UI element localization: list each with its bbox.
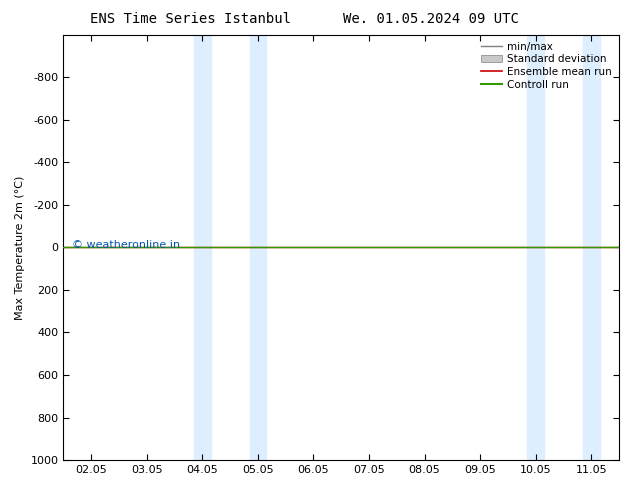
Bar: [527, 35, 544, 460]
Bar: [583, 35, 600, 460]
Y-axis label: Max Temperature 2m (°C): Max Temperature 2m (°C): [15, 175, 25, 319]
Bar: [250, 35, 266, 460]
Bar: [194, 35, 210, 460]
Legend: min/max, Standard deviation, Ensemble mean run, Controll run: min/max, Standard deviation, Ensemble me…: [479, 40, 614, 92]
Text: © weatheronline.in: © weatheronline.in: [72, 240, 180, 250]
Text: ENS Time Series Istanbul: ENS Time Series Istanbul: [89, 12, 291, 26]
Text: We. 01.05.2024 09 UTC: We. 01.05.2024 09 UTC: [343, 12, 519, 26]
